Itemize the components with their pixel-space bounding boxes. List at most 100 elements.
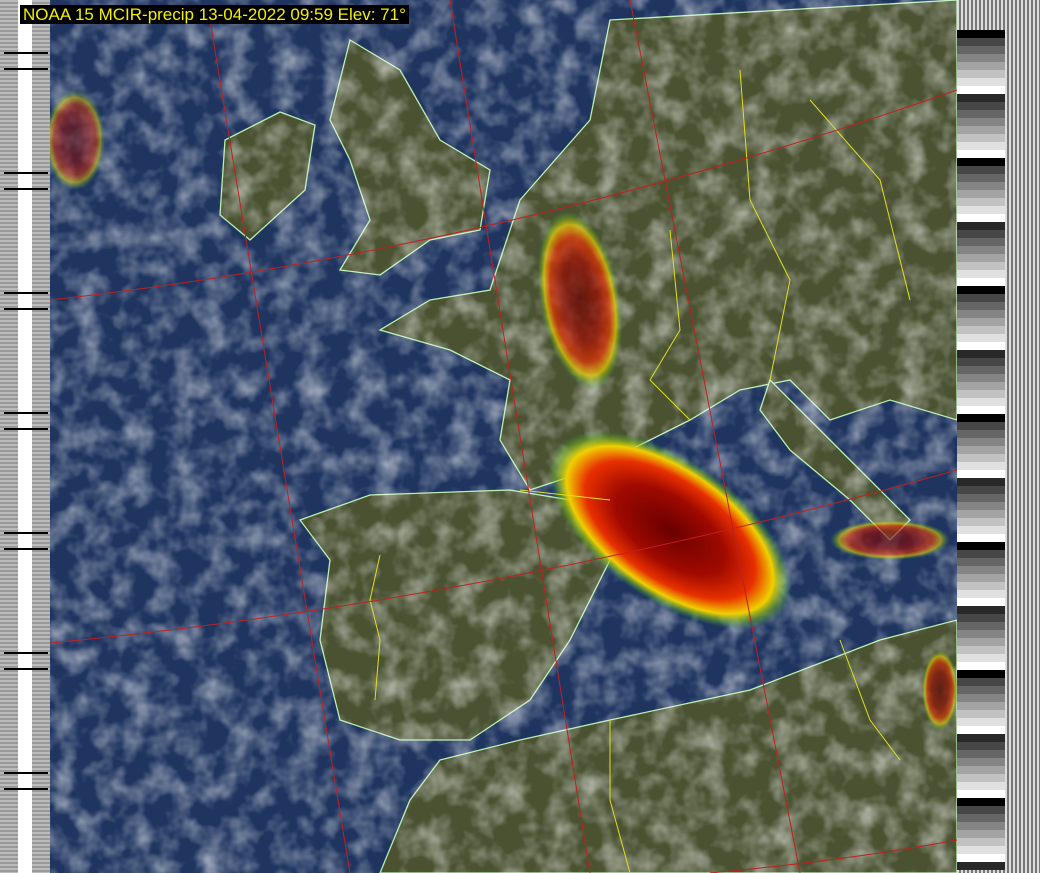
- wedge-step: [957, 702, 1005, 710]
- country-borders: [369, 69, 911, 873]
- wedge-step: [957, 686, 1005, 694]
- wedge-step: [957, 134, 1005, 142]
- wedge-step: [957, 62, 1005, 70]
- wedge-step: [957, 454, 1005, 462]
- wedge-step: [957, 638, 1005, 646]
- wedge-step: [957, 230, 1005, 238]
- wedge-step: [957, 414, 1005, 422]
- wedge-step: [957, 102, 1005, 110]
- wedge-step: [957, 486, 1005, 494]
- wedge-step: [957, 670, 1005, 678]
- wedge-step: [957, 430, 1005, 438]
- wedge-step: [957, 814, 1005, 822]
- wedge-step: [957, 46, 1005, 54]
- wedge-step: [957, 366, 1005, 374]
- wedge-step: [957, 566, 1005, 574]
- wedge-step: [957, 478, 1005, 486]
- wedge-step: [957, 774, 1005, 782]
- wedge-step: [957, 326, 1005, 334]
- wedge-step: [957, 262, 1005, 270]
- wedge-step: [957, 646, 1005, 654]
- wedge-step: [957, 246, 1005, 254]
- wedge-step: [957, 302, 1005, 310]
- wedge-step: [957, 830, 1005, 838]
- wedge-step: [957, 30, 1005, 38]
- wedge-step: [957, 502, 1005, 510]
- wedge-step: [957, 118, 1005, 126]
- graticule: [50, 0, 957, 873]
- wedge-step: [957, 630, 1005, 638]
- wedge-step: [957, 806, 1005, 814]
- wedge-step: [957, 374, 1005, 382]
- wedge-step: [957, 510, 1005, 518]
- map-view: [50, 0, 957, 873]
- wedge-step: [957, 358, 1005, 366]
- wedge-step: [957, 182, 1005, 190]
- wedge-step: [957, 494, 1005, 502]
- wedge-step: [957, 398, 1005, 406]
- wedge-step: [957, 838, 1005, 846]
- wedge-step: [957, 334, 1005, 342]
- wedge-step: [957, 254, 1005, 262]
- wedge-step: [957, 206, 1005, 214]
- wedge-step: [957, 310, 1005, 318]
- wedge-step: [957, 606, 1005, 614]
- wedge-step: [957, 758, 1005, 766]
- wedge-step: [957, 446, 1005, 454]
- image-title: NOAA 15 MCIR-precip 13-04-2022 09:59 Ele…: [20, 5, 409, 24]
- wedge-step: [957, 846, 1005, 854]
- wedge-step: [957, 190, 1005, 198]
- wedge-step: [957, 110, 1005, 118]
- wedge-step: [957, 766, 1005, 774]
- wedge-step: [957, 270, 1005, 278]
- wedge-step: [957, 750, 1005, 758]
- wedge-step: [957, 142, 1005, 150]
- telemetry-strip-left: [0, 0, 50, 873]
- wedge-step: [957, 798, 1005, 806]
- wedge-step: [957, 318, 1005, 326]
- precipitation: [50, 90, 957, 730]
- wedge-step: [957, 726, 1005, 734]
- wedge-step: [957, 214, 1005, 222]
- wedge-step: [957, 278, 1005, 286]
- wedge-step: [957, 350, 1005, 358]
- wedge-step: [957, 614, 1005, 622]
- cloud-cover: [50, 0, 957, 873]
- wedge-step: [957, 590, 1005, 598]
- wedge-step: [957, 238, 1005, 246]
- calibration-wedges: [957, 30, 1005, 870]
- wedge-step: [957, 550, 1005, 558]
- wedge-step: [957, 518, 1005, 526]
- wedge-step: [957, 70, 1005, 78]
- wedge-step: [957, 390, 1005, 398]
- wedge-step: [957, 126, 1005, 134]
- wedge-step: [957, 822, 1005, 830]
- wedge-step: [957, 718, 1005, 726]
- wedge-step: [957, 94, 1005, 102]
- wedge-step: [957, 286, 1005, 294]
- wedge-step: [957, 654, 1005, 662]
- wedge-step: [957, 342, 1005, 350]
- wedge-step: [957, 78, 1005, 86]
- wedge-step: [957, 438, 1005, 446]
- wedge-step: [957, 54, 1005, 62]
- wedge-step: [957, 710, 1005, 718]
- wedge-step: [957, 166, 1005, 174]
- wedge-step: [957, 534, 1005, 542]
- wedge-step: [957, 462, 1005, 470]
- wedge-step: [957, 542, 1005, 550]
- wedge-step: [957, 422, 1005, 430]
- wedge-step: [957, 734, 1005, 742]
- wedge-step: [957, 662, 1005, 670]
- wedge-step: [957, 470, 1005, 478]
- wedge-step: [957, 86, 1005, 94]
- wedge-step: [957, 742, 1005, 750]
- wedge-step: [957, 198, 1005, 206]
- wedge-step: [957, 526, 1005, 534]
- wedge-step: [957, 382, 1005, 390]
- wedge-step: [957, 694, 1005, 702]
- wedge-step: [957, 574, 1005, 582]
- wedge-step: [957, 854, 1005, 862]
- wedge-step: [957, 582, 1005, 590]
- wedge-step: [957, 678, 1005, 686]
